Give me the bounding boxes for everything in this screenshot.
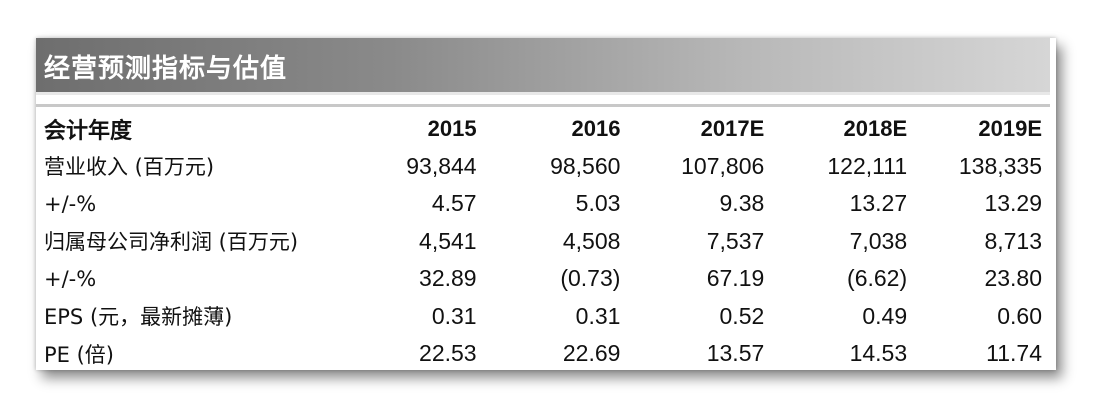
column-header-2019e: 2019E xyxy=(978,115,1042,141)
row-label: EPS (元，最新摊薄) xyxy=(44,305,233,330)
header-row: 会计年度 2015 2016 2017E 2018E 2019E xyxy=(36,110,1050,148)
forecast-table: 会计年度 2015 2016 2017E 2018E 2019E 营业收入 (百… xyxy=(36,110,1050,373)
table-cell: 22.69 xyxy=(562,340,621,367)
table-cell: 67.19 xyxy=(706,265,765,292)
table-cell: 107,806 xyxy=(681,152,765,179)
table-cell: 14.53 xyxy=(849,340,908,367)
table-cell: 8,713 xyxy=(984,227,1042,254)
row-label: PE (倍) xyxy=(44,342,114,367)
table-cell: 13.27 xyxy=(849,190,908,217)
table-cell: 13.29 xyxy=(984,190,1042,217)
column-header-2015: 2015 xyxy=(427,115,477,141)
table-cell: 13.57 xyxy=(706,340,765,367)
table-cell: 22.53 xyxy=(419,340,477,367)
column-header-fiscal-year: 会计年度 xyxy=(44,118,133,144)
table-cell: (6.62) xyxy=(847,265,908,292)
column-header-2016: 2016 xyxy=(571,115,621,141)
table-row: +/-% 4.57 5.03 9.38 13.27 13.29 xyxy=(36,185,1050,223)
table-cell: 93,844 xyxy=(406,152,477,179)
row-label: +/-% xyxy=(44,191,97,216)
table-title: 经营预测指标与估值 xyxy=(44,54,288,84)
table-row: +/-% 32.89 (0.73) 67.19 (6.62) 23.80 xyxy=(36,260,1050,298)
header-divider xyxy=(36,104,1050,107)
table-row: 营业收入 (百万元) 93,844 98,560 107,806 122,111… xyxy=(36,148,1050,186)
table-cell: 0.31 xyxy=(431,302,477,329)
table-cell: 0.60 xyxy=(997,302,1042,329)
table-cell: 0.31 xyxy=(575,302,621,329)
table-cell: 11.74 xyxy=(986,340,1042,367)
table-cell: 138,335 xyxy=(958,152,1042,179)
column-header-2017e: 2017E xyxy=(700,115,765,141)
row-label: +/-% xyxy=(44,266,97,291)
table-cell: 4.57 xyxy=(431,190,477,217)
table-cell: 0.52 xyxy=(719,302,765,329)
table-cell: 23.80 xyxy=(984,265,1042,292)
table-cell: 5.03 xyxy=(575,190,621,217)
table-cell: 122,111 xyxy=(827,152,908,179)
table-cell: 4,541 xyxy=(419,227,477,254)
table-row: 归属母公司净利润 (百万元) 4,541 4,508 7,537 7,038 8… xyxy=(36,223,1050,261)
title-bar: 经营预测指标与估值 xyxy=(36,38,1050,95)
forecast-table-card: 经营预测指标与估值 会计年度 2015 2016 2017E 2018E 201… xyxy=(36,38,1056,370)
table-cell: 7,038 xyxy=(849,227,908,254)
table-row: EPS (元，最新摊薄) 0.31 0.31 0.52 0.49 0.60 xyxy=(36,298,1050,336)
row-label: 营业收入 (百万元) xyxy=(44,155,215,180)
table-cell: (0.73) xyxy=(560,265,621,292)
row-label: 归属母公司净利润 (百万元) xyxy=(44,230,299,255)
table-cell: 4,508 xyxy=(562,227,621,254)
table-row: PE (倍) 22.53 22.69 13.57 14.53 11.74 xyxy=(36,335,1050,373)
table-cell: 0.49 xyxy=(862,302,908,329)
table-cell: 9.38 xyxy=(719,190,765,217)
column-header-2018e: 2018E xyxy=(843,115,908,141)
table-cell: 32.89 xyxy=(419,265,477,292)
table-cell: 7,537 xyxy=(706,227,765,254)
table-cell: 98,560 xyxy=(550,152,621,179)
